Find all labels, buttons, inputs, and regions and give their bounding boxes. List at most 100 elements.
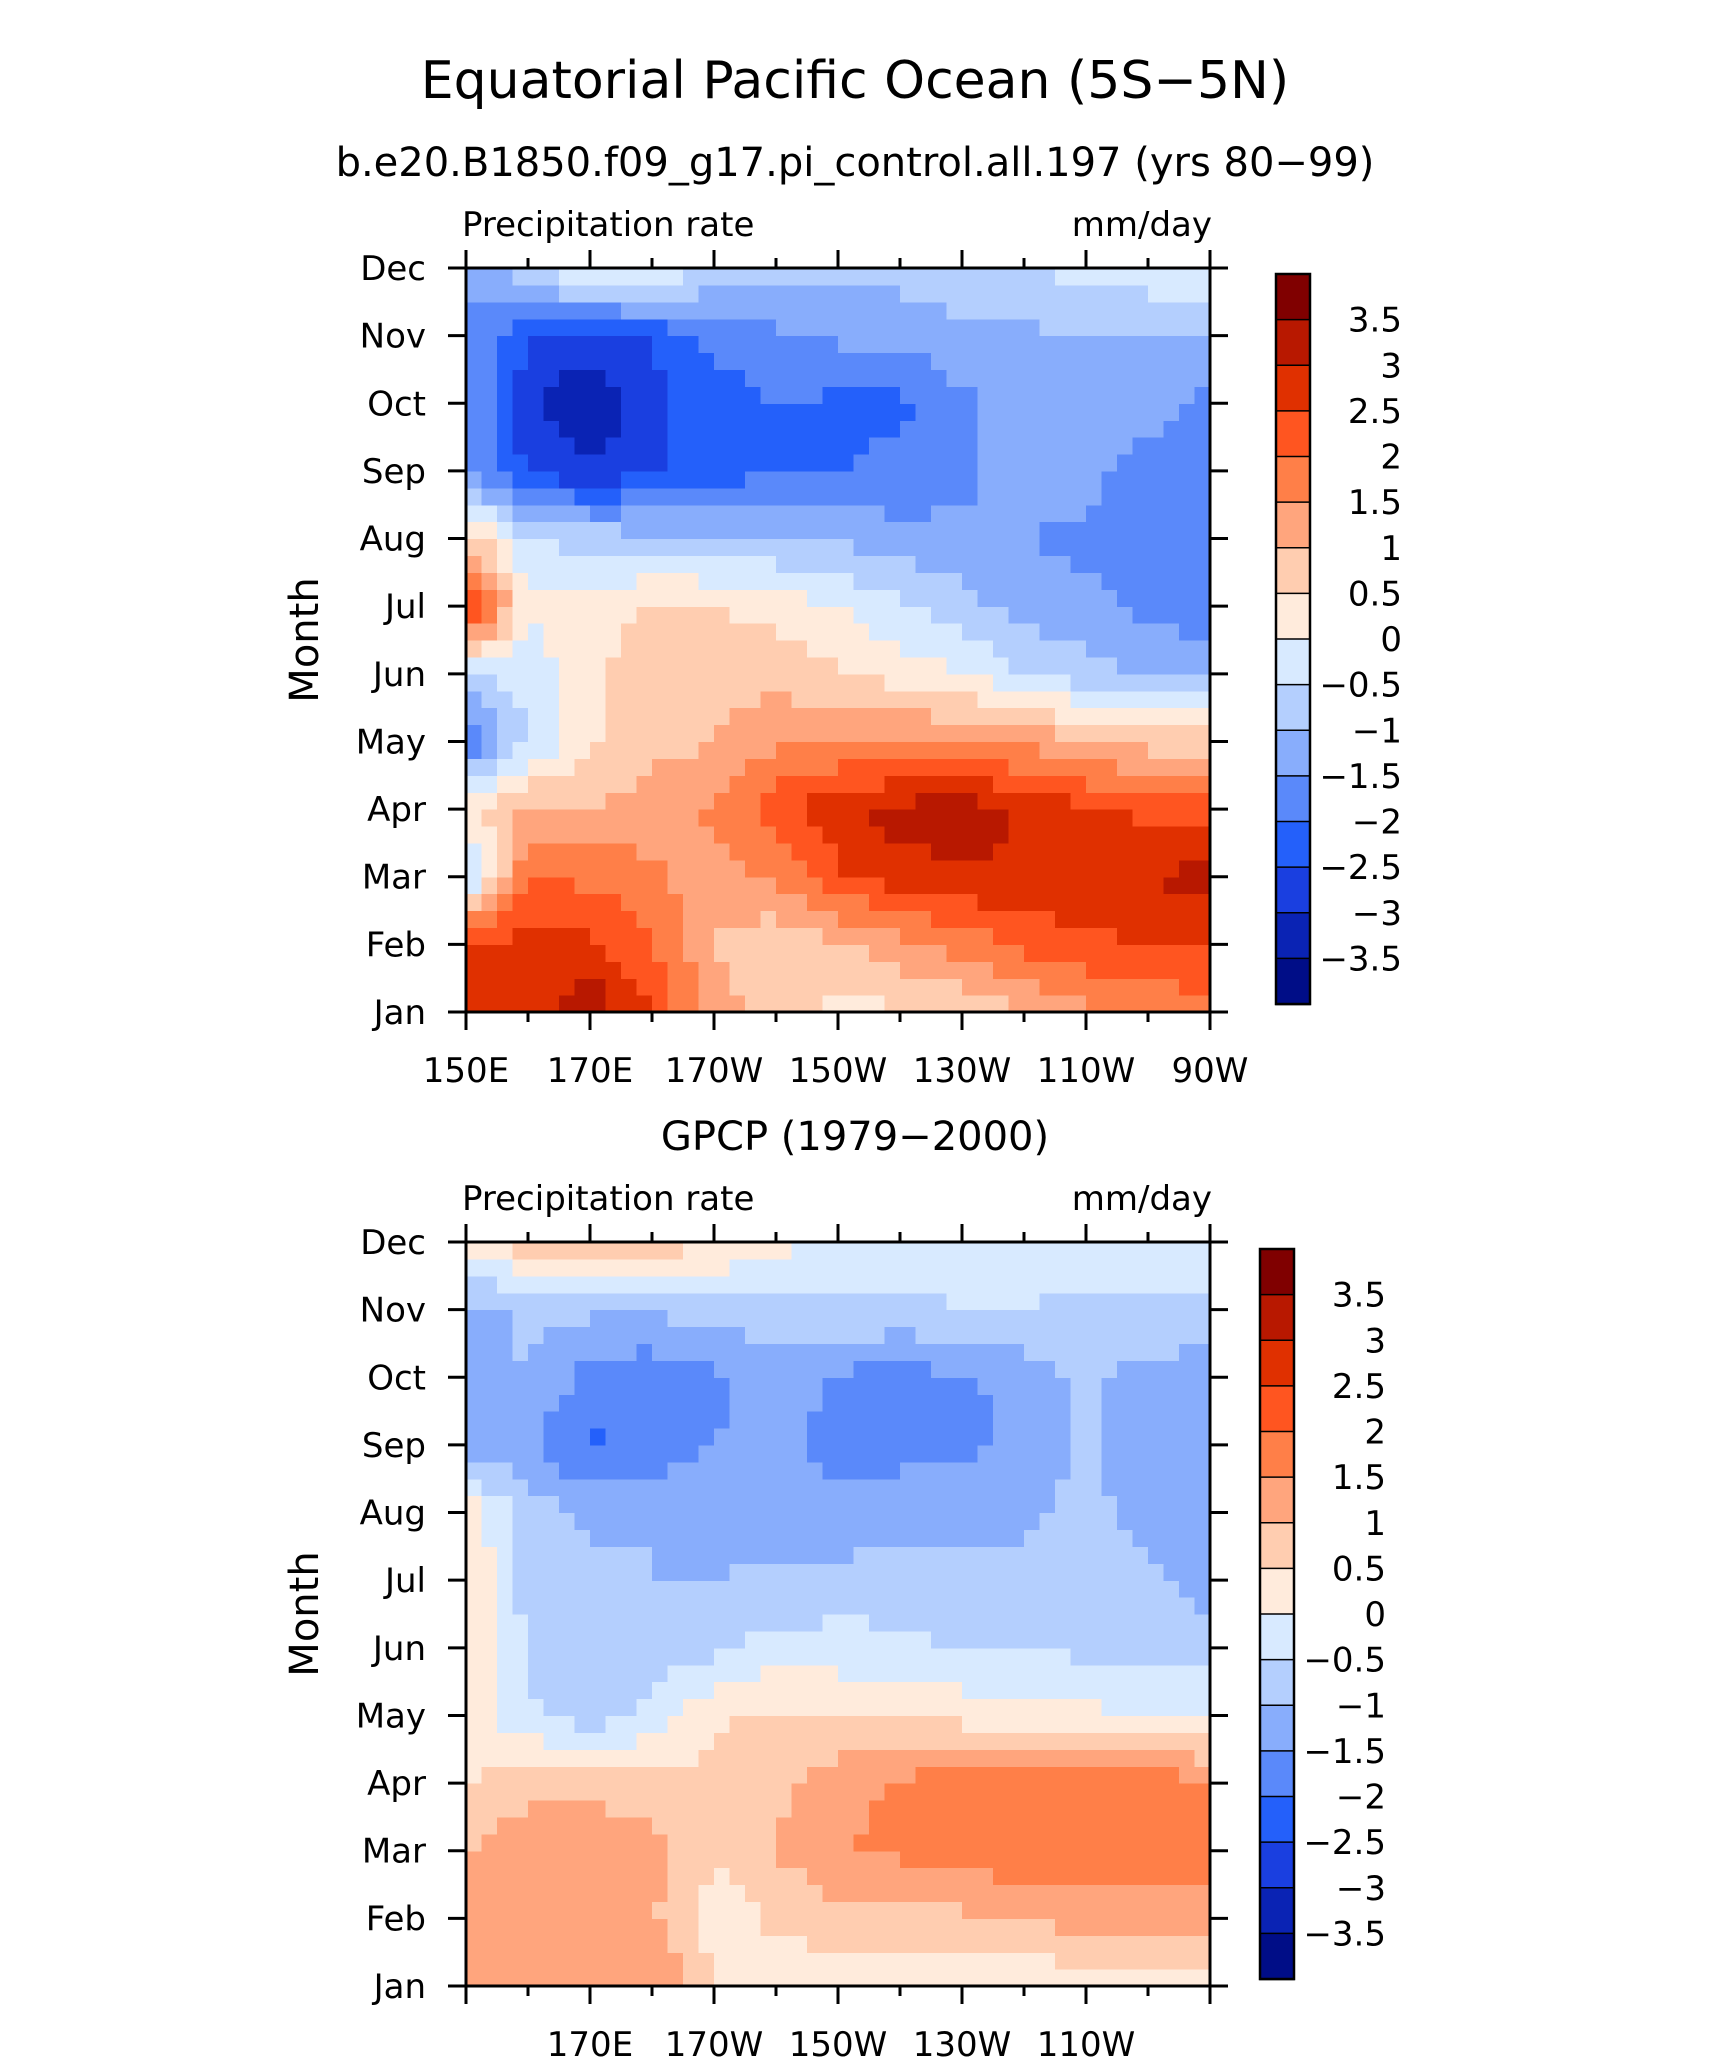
heatmap-cell — [1024, 521, 1041, 540]
heatmap-cell — [1163, 1850, 1180, 1869]
heatmap-cell — [1194, 1444, 1211, 1463]
heatmap-cell — [1179, 741, 1196, 759]
heatmap-cell — [605, 1749, 622, 1767]
heatmap-cell — [977, 1918, 994, 1936]
heatmap-cell — [1070, 1258, 1087, 1277]
heatmap-cell — [683, 589, 700, 607]
heatmap-cell — [962, 555, 979, 573]
heatmap-cell — [683, 1630, 700, 1649]
heatmap-cell — [946, 1901, 963, 1919]
heatmap-cell — [1008, 1428, 1025, 1446]
heatmap-cell — [1101, 1749, 1118, 1767]
heatmap-cell — [729, 1664, 746, 1683]
heatmap-cell — [807, 369, 824, 387]
heatmap-cell — [574, 893, 591, 912]
heatmap-cell — [760, 1833, 777, 1852]
heatmap-cell — [729, 1343, 746, 1361]
heatmap-cell — [915, 1614, 932, 1632]
heatmap-cell — [698, 369, 715, 387]
heatmap-cell — [745, 775, 762, 793]
heatmap-cell — [931, 1411, 948, 1429]
heatmap-cell — [683, 1732, 700, 1750]
heatmap-cell — [574, 1377, 591, 1395]
heatmap-cell — [590, 623, 607, 641]
heatmap-cell — [683, 284, 700, 303]
heatmap-cell — [915, 893, 932, 912]
heatmap-cell — [621, 1343, 638, 1361]
heatmap-cell — [528, 1428, 545, 1446]
heatmap-cell — [776, 606, 793, 624]
heatmap-cell — [683, 1969, 700, 1987]
heatmap-cell — [760, 1783, 777, 1801]
heatmap-cell — [683, 859, 700, 878]
heatmap-cell — [1008, 1816, 1025, 1835]
heatmap-cell — [884, 724, 901, 743]
heatmap-cell — [574, 284, 591, 303]
heatmap-cell — [559, 1275, 576, 1294]
heatmap-cell — [1039, 572, 1056, 590]
heatmap-cell — [931, 1783, 948, 1801]
heatmap-cell — [1086, 1715, 1103, 1733]
heatmap-cell — [776, 1647, 793, 1666]
heatmap-cell — [729, 656, 746, 675]
heatmap-cell — [1179, 284, 1196, 303]
heatmap-cell — [559, 1309, 576, 1328]
heatmap-cell — [497, 707, 514, 726]
heatmap-cell — [497, 1242, 514, 1260]
heatmap-cell — [807, 1935, 824, 1953]
heatmap-cell — [621, 1715, 638, 1733]
heatmap-cell — [497, 1529, 514, 1547]
heatmap-cell — [497, 876, 514, 895]
heatmap-cell — [1148, 1800, 1165, 1818]
heatmap-cell — [512, 487, 529, 506]
heatmap-cell — [1132, 623, 1149, 641]
heatmap-cell — [512, 842, 529, 861]
heatmap-cell — [869, 927, 886, 945]
heatmap-cell — [636, 1918, 653, 1936]
heatmap-cell — [481, 1275, 498, 1294]
heatmap-cell — [1179, 352, 1196, 371]
heatmap-cell — [683, 995, 700, 1013]
heatmap-cell — [481, 1343, 498, 1361]
heatmap-cell — [853, 1783, 870, 1801]
heatmap-cell — [559, 1698, 576, 1717]
heatmap-cell — [1024, 1867, 1041, 1886]
heatmap-cell — [977, 572, 994, 590]
heatmap-cell — [962, 487, 979, 506]
heatmap-cell — [977, 555, 994, 573]
heatmap-cell — [714, 1969, 731, 1987]
heatmap-cell — [1132, 1377, 1149, 1395]
heatmap-cell — [1148, 1952, 1165, 1970]
heatmap-cell — [574, 1969, 591, 1987]
heatmap-cell — [683, 656, 700, 675]
heatmap-cell — [574, 1495, 591, 1514]
heatmap-cell — [946, 1952, 963, 1970]
heatmap-cell — [667, 1614, 684, 1632]
heatmap-cell — [1179, 437, 1196, 455]
heatmap-cell — [574, 538, 591, 557]
heatmap-cell — [977, 640, 994, 658]
heatmap-cell — [915, 1495, 932, 1514]
heatmap-cell — [1039, 1969, 1056, 1987]
heatmap-cell — [698, 420, 715, 438]
heatmap-cell — [1132, 1597, 1149, 1615]
heatmap-cell — [714, 1681, 731, 1700]
heatmap-cell — [636, 572, 653, 590]
heatmap-cell — [791, 1816, 808, 1835]
heatmap-cell — [1008, 1783, 1025, 1801]
heatmap-cell — [915, 1833, 932, 1852]
heatmap-cell — [791, 1918, 808, 1936]
heatmap-cell — [528, 1800, 545, 1818]
heatmap-cell — [667, 1681, 684, 1700]
heatmap-cell — [729, 1478, 746, 1497]
heatmap-cell — [466, 1901, 483, 1919]
heatmap-cell — [791, 1546, 808, 1564]
heatmap-cell — [1194, 1309, 1211, 1328]
heatmap-cell — [791, 1309, 808, 1328]
heatmap-cell — [1163, 1580, 1180, 1598]
heatmap-cell — [481, 927, 498, 945]
heatmap-cell — [497, 301, 514, 320]
heatmap-cell — [559, 1732, 576, 1750]
heatmap-cell — [946, 1580, 963, 1598]
heatmap-cell — [466, 1969, 483, 1987]
